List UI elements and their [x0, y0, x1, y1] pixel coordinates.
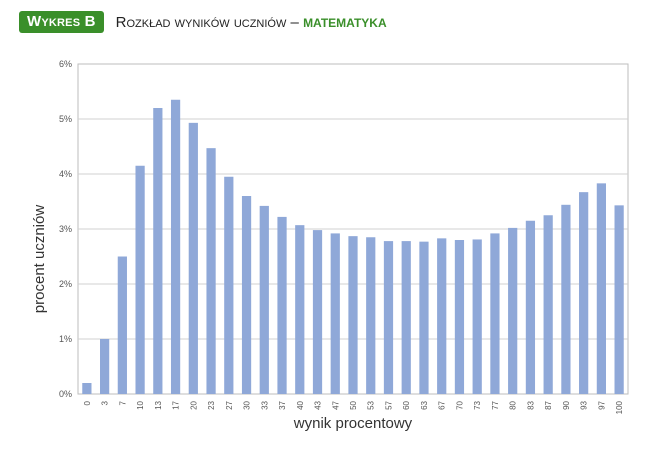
- bar: [82, 383, 92, 394]
- y-tick-label: 2%: [59, 279, 72, 289]
- x-tick-label: 20: [189, 400, 198, 409]
- x-tick-label: 100: [615, 400, 624, 414]
- bar: [508, 227, 518, 394]
- x-tick-label: 33: [260, 400, 269, 409]
- x-tick-label: 97: [597, 400, 606, 409]
- bar: [419, 241, 429, 394]
- bar: [614, 205, 624, 394]
- bar: [366, 237, 376, 394]
- y-tick-label: 1%: [59, 334, 72, 344]
- bar: [153, 108, 163, 394]
- bar: [454, 240, 465, 394]
- x-tick-label: 63: [420, 400, 429, 409]
- bar: [312, 230, 323, 394]
- bar: [135, 165, 145, 394]
- bar: [596, 183, 606, 394]
- x-tick-label: 13: [154, 400, 163, 409]
- x-tick-label: 70: [455, 400, 464, 409]
- bar: [259, 205, 269, 394]
- x-tick-label: 23: [207, 400, 216, 409]
- x-tick-label: 93: [580, 400, 589, 409]
- bar: [401, 241, 411, 394]
- x-tick-label: 77: [491, 400, 500, 409]
- x-tick-label: 87: [544, 400, 553, 409]
- bar: [330, 233, 340, 394]
- bar: [206, 148, 216, 394]
- x-tick-label: 40: [296, 400, 305, 409]
- x-tick-label: 43: [314, 400, 323, 409]
- bar: [561, 204, 571, 394]
- y-tick-label: 0%: [59, 389, 72, 399]
- x-tick-label: 30: [243, 400, 252, 409]
- y-axis-title: procent uczniów: [31, 205, 48, 314]
- x-tick-label: 57: [384, 400, 393, 409]
- bar: [295, 225, 305, 394]
- bar: [472, 239, 482, 394]
- x-tick-label: 53: [367, 400, 376, 409]
- x-tick-label: 83: [526, 400, 535, 409]
- chart-title-subject: matematyka: [303, 15, 387, 30]
- x-tick-label: 27: [225, 400, 234, 409]
- bar: [117, 256, 127, 394]
- bar: [525, 220, 536, 394]
- y-tick-label: 5%: [59, 114, 72, 124]
- x-axis-title: wynik procentowy: [293, 415, 413, 432]
- bar: [188, 122, 198, 394]
- x-tick-label: 0: [83, 400, 92, 405]
- x-tick-label: 3: [101, 400, 110, 405]
- bar: [383, 241, 394, 394]
- bar: [437, 238, 447, 394]
- x-tick-label: 60: [402, 400, 411, 409]
- bar: [170, 99, 181, 394]
- y-tick-label: 6%: [59, 59, 72, 69]
- chart-title: Rozkład wyników uczniów – matematyka: [116, 14, 387, 31]
- x-tick-label: 50: [349, 400, 358, 409]
- chart-header: Wykres B Rozkład wyników uczniów – matem…: [19, 10, 387, 34]
- bar: [224, 176, 234, 394]
- bar: [579, 192, 589, 394]
- x-tick-label: 47: [331, 400, 340, 409]
- chart-title-main: Rozkład wyników uczniów –: [115, 13, 304, 31]
- bar: [277, 216, 287, 394]
- x-tick-label: 7: [118, 400, 127, 405]
- x-tick-label: 17: [172, 400, 181, 409]
- bar: [543, 215, 553, 394]
- x-tick-label: 67: [438, 400, 447, 409]
- chart-badge: Wykres B: [19, 11, 104, 33]
- y-tick-label: 3%: [59, 224, 72, 234]
- bar: [490, 233, 500, 394]
- x-tick-label: 10: [136, 400, 145, 409]
- x-tick-label: 37: [278, 400, 287, 409]
- bar: [348, 236, 358, 394]
- x-tick-label: 73: [473, 400, 482, 409]
- x-tick-label: 90: [562, 400, 571, 409]
- y-tick-label: 4%: [59, 169, 72, 179]
- bar: [241, 196, 252, 394]
- bar: [100, 339, 110, 394]
- x-tick-label: 80: [509, 400, 518, 409]
